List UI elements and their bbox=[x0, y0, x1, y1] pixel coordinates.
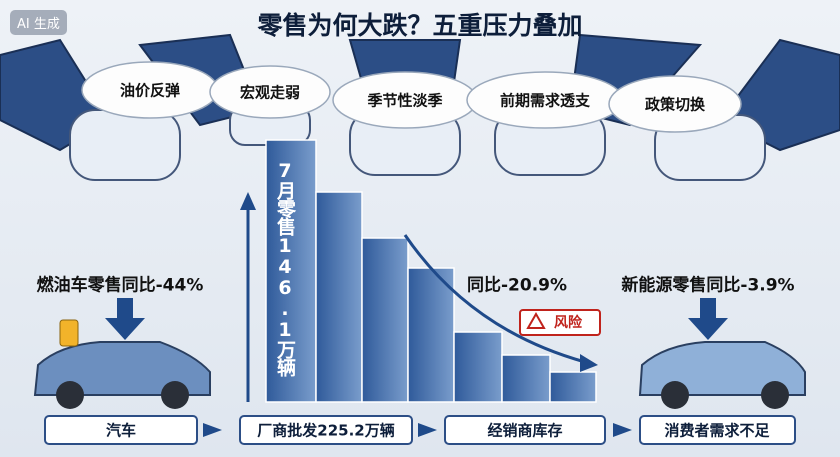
left-stat: 燃油车零售同比-44% bbox=[36, 275, 204, 296]
cars-part bbox=[56, 381, 84, 409]
clouds bbox=[81, 61, 742, 133]
flow-boxes bbox=[44, 415, 796, 445]
arrows-part bbox=[613, 423, 632, 437]
pressure-label: 宏观走弱 bbox=[239, 83, 301, 102]
arrows-part bbox=[203, 423, 222, 437]
bars-part bbox=[501, 354, 551, 403]
middle-stat: 同比-20.9% bbox=[466, 275, 568, 296]
cars-part bbox=[761, 381, 789, 409]
pressure-label: 政策切换 bbox=[644, 95, 706, 114]
risk-box-part bbox=[526, 311, 546, 329]
flow-boxes-part bbox=[444, 415, 606, 445]
cars-part bbox=[161, 381, 189, 409]
arrows-part bbox=[700, 298, 716, 320]
flow-label: 汽车 bbox=[105, 421, 137, 440]
arrows-part bbox=[580, 354, 598, 372]
arrows-part bbox=[117, 298, 133, 320]
cars-part bbox=[33, 341, 211, 396]
cars-part bbox=[638, 341, 806, 396]
arrows-part bbox=[688, 318, 728, 340]
right-stat: 新能源零售同比-3.9% bbox=[621, 275, 795, 296]
bars-part bbox=[361, 237, 409, 403]
flow-label: 消费者需求不足 bbox=[664, 421, 770, 440]
bars-part bbox=[549, 371, 597, 403]
cars-part bbox=[661, 381, 689, 409]
risk-label: 风险 bbox=[554, 315, 582, 331]
arrows bbox=[105, 192, 728, 437]
flow-boxes-part bbox=[44, 415, 198, 445]
bars-part bbox=[265, 139, 317, 403]
pressure-label: 油价反弹 bbox=[119, 81, 181, 100]
pressure-label: 前期需求透支 bbox=[499, 91, 591, 110]
bars bbox=[265, 139, 597, 403]
arrows-part bbox=[105, 318, 145, 340]
arrows-part bbox=[240, 192, 256, 210]
clouds-part bbox=[209, 65, 331, 119]
cars bbox=[33, 319, 806, 409]
clouds-part bbox=[608, 75, 742, 133]
fists-part bbox=[69, 109, 181, 181]
arrows-part bbox=[418, 423, 437, 437]
title: 零售为何大跌？五重压力叠加 bbox=[257, 11, 583, 40]
arrows-part bbox=[403, 234, 586, 364]
bars-part bbox=[407, 267, 455, 403]
risk-box bbox=[519, 309, 601, 336]
flow-label: 经销商库存 bbox=[487, 421, 563, 440]
flow-boxes-part bbox=[639, 415, 796, 445]
flow-label: 厂商批发225.2万辆 bbox=[257, 421, 395, 440]
ai-badge: AI 生成 bbox=[10, 10, 67, 35]
pressure-label: 季节性淡季 bbox=[367, 91, 443, 110]
bars-part bbox=[315, 191, 363, 403]
cars-part bbox=[59, 319, 79, 347]
flow-boxes-part bbox=[239, 415, 413, 445]
bar-label: 7月零售146.1万辆 bbox=[274, 160, 296, 376]
bars-part bbox=[453, 331, 503, 403]
